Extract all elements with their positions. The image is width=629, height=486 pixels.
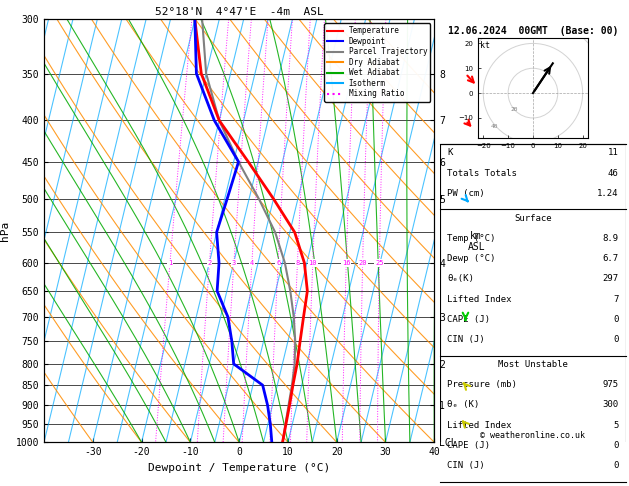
Text: Totals Totals: Totals Totals <box>447 169 517 178</box>
Text: Lifted Index: Lifted Index <box>447 421 512 430</box>
Text: CAPE (J): CAPE (J) <box>447 441 491 450</box>
Text: 16: 16 <box>342 260 350 266</box>
Text: 0: 0 <box>613 441 618 450</box>
Text: θₑ (K): θₑ (K) <box>447 400 480 409</box>
Text: K: K <box>447 148 453 157</box>
Text: CIN (J): CIN (J) <box>447 461 485 470</box>
Text: Dewp (°C): Dewp (°C) <box>447 254 496 263</box>
Text: 3: 3 <box>232 260 236 266</box>
Text: PW (cm): PW (cm) <box>447 189 485 198</box>
Text: 20: 20 <box>511 106 518 111</box>
Text: 7: 7 <box>613 295 618 304</box>
Text: 25: 25 <box>375 260 384 266</box>
Text: θₑ(K): θₑ(K) <box>447 275 474 283</box>
Text: 4: 4 <box>250 260 254 266</box>
Legend: Temperature, Dewpoint, Parcel Trajectory, Dry Adiabat, Wet Adiabat, Isotherm, Mi: Temperature, Dewpoint, Parcel Trajectory… <box>325 23 430 102</box>
Text: 300: 300 <box>603 400 618 409</box>
Text: 1.24: 1.24 <box>597 189 618 198</box>
Text: 0: 0 <box>613 461 618 470</box>
Text: 8.9: 8.9 <box>603 234 618 243</box>
Y-axis label: hPa: hPa <box>0 221 10 241</box>
Text: 40: 40 <box>491 124 498 129</box>
Text: 0: 0 <box>613 315 618 324</box>
Text: CIN (J): CIN (J) <box>447 335 485 344</box>
Text: 20: 20 <box>359 260 367 266</box>
Text: 46: 46 <box>608 169 618 178</box>
Text: 10: 10 <box>309 260 317 266</box>
Text: 2: 2 <box>208 260 211 266</box>
Text: 8: 8 <box>295 260 299 266</box>
Text: Most Unstable: Most Unstable <box>498 360 568 369</box>
Text: 6.7: 6.7 <box>603 254 618 263</box>
Text: 297: 297 <box>603 275 618 283</box>
Text: 0: 0 <box>613 335 618 344</box>
Text: 6: 6 <box>276 260 281 266</box>
Text: 11: 11 <box>608 148 618 157</box>
Text: CAPE (J): CAPE (J) <box>447 315 491 324</box>
Y-axis label: km
ASL: km ASL <box>467 231 485 252</box>
Text: 1: 1 <box>168 260 172 266</box>
X-axis label: Dewpoint / Temperature (°C): Dewpoint / Temperature (°C) <box>148 463 330 473</box>
Text: 975: 975 <box>603 380 618 389</box>
Text: Surface: Surface <box>514 213 552 223</box>
Text: 5: 5 <box>613 421 618 430</box>
Text: © weatheronline.co.uk: © weatheronline.co.uk <box>481 431 586 440</box>
Title: 52°18'N  4°47'E  -4m  ASL: 52°18'N 4°47'E -4m ASL <box>155 7 323 17</box>
Text: kt: kt <box>481 41 491 51</box>
Text: Pressure (mb): Pressure (mb) <box>447 380 517 389</box>
Text: Temp (°C): Temp (°C) <box>447 234 496 243</box>
Text: 12.06.2024  00GMT  (Base: 00): 12.06.2024 00GMT (Base: 00) <box>448 26 618 36</box>
Text: Lifted Index: Lifted Index <box>447 295 512 304</box>
